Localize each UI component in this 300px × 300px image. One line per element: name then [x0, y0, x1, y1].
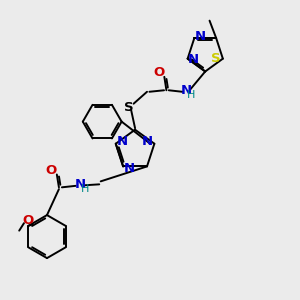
Text: N: N: [180, 84, 191, 97]
Text: H: H: [187, 90, 195, 100]
Text: N: N: [195, 30, 206, 43]
Text: N: N: [124, 162, 135, 175]
Text: S: S: [211, 52, 220, 65]
Text: H: H: [81, 184, 89, 194]
Text: O: O: [22, 214, 33, 227]
Text: N: N: [74, 178, 86, 191]
Text: N: N: [117, 135, 128, 148]
Text: N: N: [142, 135, 153, 148]
Text: O: O: [46, 164, 57, 177]
Text: O: O: [153, 66, 165, 79]
Text: N: N: [188, 53, 199, 66]
Text: S: S: [124, 101, 134, 114]
